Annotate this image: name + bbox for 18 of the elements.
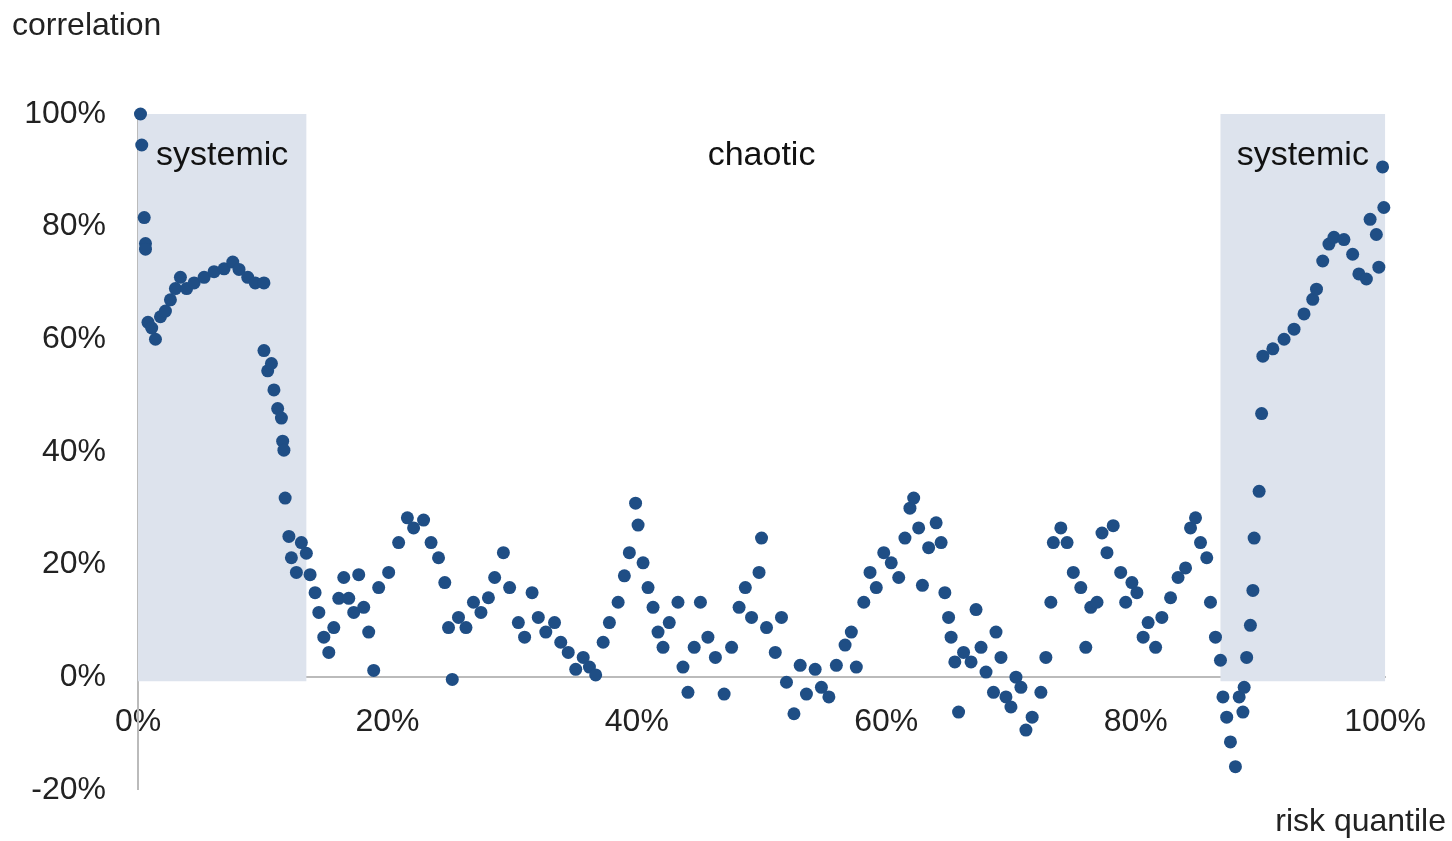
y-tick-label: 60% <box>41 319 106 356</box>
y-tick-label: 80% <box>41 206 106 243</box>
x-tick-label: 40% <box>604 702 669 739</box>
annotation: chaotic <box>707 134 816 173</box>
band-label: systemic <box>1236 134 1369 173</box>
y-tick-label: -20% <box>31 769 106 806</box>
y-axis-title: correlation <box>12 6 162 43</box>
x-tick-label: 20% <box>355 702 420 739</box>
x-tick-label: 0% <box>114 702 162 739</box>
y-tick-label: 0% <box>59 656 106 693</box>
y-tick-label: 20% <box>41 544 106 581</box>
y-tick-label: 40% <box>41 431 106 468</box>
x-tick-label: 60% <box>854 702 919 739</box>
x-tick-label: 80% <box>1103 702 1168 739</box>
x-tick-label: 100% <box>1344 702 1426 739</box>
y-tick-label: 100% <box>24 93 106 130</box>
band-label: systemic <box>156 134 289 173</box>
x-axis-title: risk quantile <box>1275 802 1446 839</box>
